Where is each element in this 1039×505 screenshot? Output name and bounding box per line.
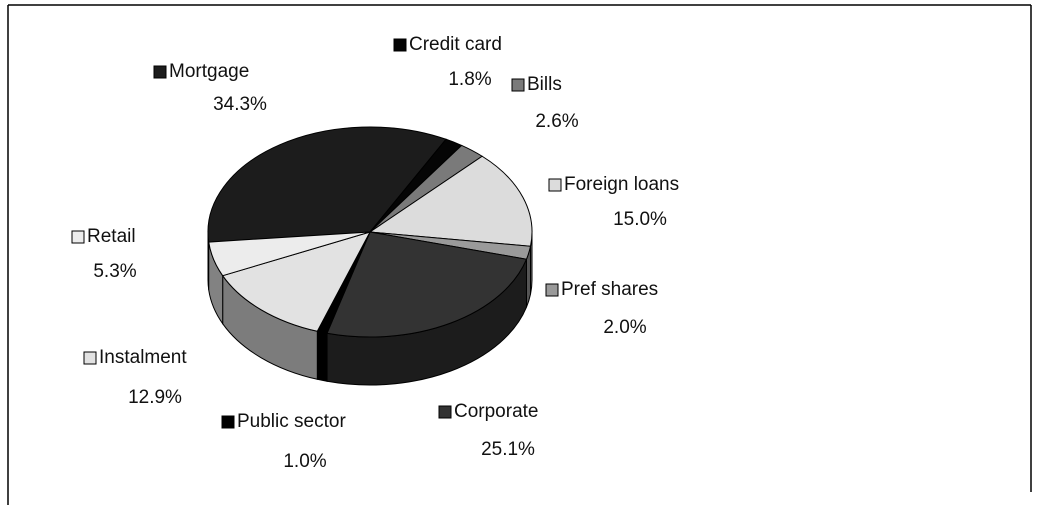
slice-value: 1.8% [448, 69, 491, 90]
slice-value: 2.0% [603, 317, 646, 338]
slice-label: Bills [527, 74, 562, 95]
legend-swatch [221, 415, 235, 429]
slice [207, 126, 447, 243]
legend-swatch [71, 230, 85, 244]
slice-label: Retail [87, 226, 136, 247]
legend-swatch [438, 405, 452, 419]
slice-value: 5.3% [93, 261, 136, 282]
legend-swatch [393, 38, 407, 52]
slice-label: Public sector [237, 411, 346, 432]
slice [368, 155, 533, 247]
slice-value: 12.9% [128, 387, 182, 408]
slice-label: Mortgage [169, 61, 249, 82]
slice [326, 231, 528, 338]
slice-value: 2.6% [535, 111, 578, 132]
slice-label: Corporate [454, 401, 539, 422]
slice-side [316, 330, 328, 382]
slice-value: 25.1% [481, 439, 535, 460]
slice-label: Foreign loans [564, 174, 679, 195]
slice [208, 231, 371, 277]
legend-swatch [511, 78, 525, 92]
slice-label: Pref shares [561, 279, 658, 300]
legend-swatch [153, 65, 167, 79]
slice-value: 34.3% [213, 94, 267, 115]
slice [221, 231, 372, 332]
legend-swatch [545, 283, 559, 297]
slice-value: 1.0% [283, 451, 326, 472]
legend-swatch [83, 351, 97, 365]
legend-swatch [548, 178, 562, 192]
slice-label: Credit card [409, 34, 502, 55]
slice-value: 15.0% [613, 209, 667, 230]
slice-label: Instalment [99, 347, 187, 368]
